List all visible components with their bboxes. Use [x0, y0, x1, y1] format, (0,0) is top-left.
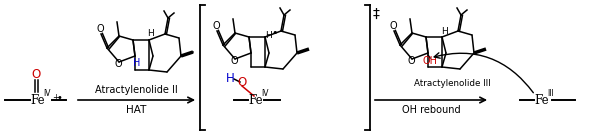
- Text: Fe: Fe: [248, 94, 263, 107]
- Text: O: O: [237, 75, 247, 88]
- Text: O: O: [407, 56, 415, 66]
- Text: •: •: [272, 28, 278, 38]
- Text: ‡: ‡: [373, 7, 380, 21]
- Text: O: O: [389, 21, 397, 31]
- Text: H: H: [266, 30, 272, 39]
- Text: +: +: [52, 94, 59, 103]
- Text: HAT: HAT: [126, 105, 146, 115]
- Text: Fe: Fe: [534, 94, 549, 107]
- Text: H: H: [226, 71, 234, 84]
- Text: Fe: Fe: [30, 94, 45, 107]
- Text: O: O: [212, 21, 220, 31]
- Text: O: O: [96, 24, 104, 34]
- Text: •: •: [57, 93, 63, 103]
- Text: O: O: [230, 56, 238, 66]
- Text: Atractylenolide II: Atractylenolide II: [95, 85, 178, 95]
- Text: OH rebound: OH rebound: [402, 105, 460, 115]
- Text: IV: IV: [261, 90, 269, 99]
- Text: H: H: [148, 30, 154, 39]
- Text: III: III: [547, 90, 554, 99]
- Text: O: O: [114, 59, 122, 69]
- Text: Atractylenolide III: Atractylenolide III: [414, 79, 490, 87]
- Text: H: H: [440, 26, 447, 35]
- Text: OH: OH: [422, 56, 437, 66]
- Text: IV: IV: [43, 90, 50, 99]
- Text: H: H: [133, 58, 141, 68]
- Text: O: O: [31, 67, 41, 80]
